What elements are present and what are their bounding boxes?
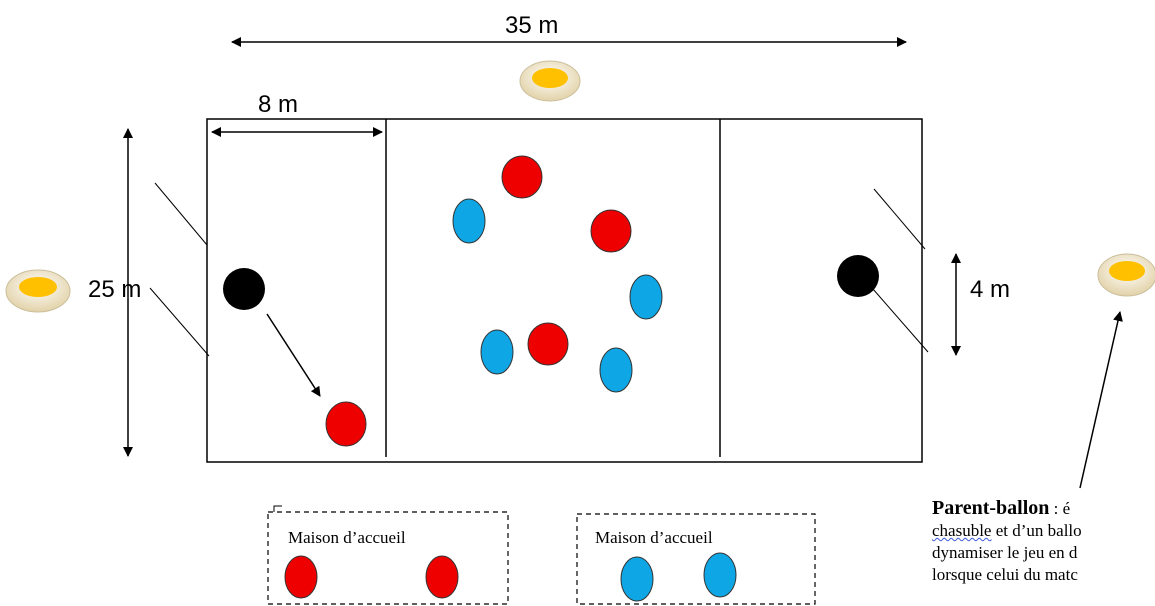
left-goal-post-top	[155, 183, 207, 245]
section-label: 8 m	[258, 91, 298, 118]
cone-disc-right	[1098, 254, 1155, 296]
height-label: 25 m	[88, 276, 141, 303]
red-player	[285, 556, 317, 598]
chase-arrow	[267, 314, 320, 396]
right-goal-post-bottom	[866, 281, 928, 352]
host-house-label: Maison d’accueil	[288, 528, 406, 547]
left-goal-post-bottom	[150, 288, 209, 356]
right-goal-post-top	[874, 189, 925, 249]
blue-player	[600, 348, 632, 392]
parent-ballon-arrow	[1080, 312, 1120, 488]
note-line-2-rest: et d’un ballo	[991, 521, 1081, 540]
note-line-1: Parent-ballon : é	[932, 497, 1155, 520]
note-line-2: chasuble et d’un ballo	[932, 520, 1155, 542]
blue-player	[704, 553, 736, 597]
cone-disc-left	[6, 270, 70, 312]
red-player	[528, 323, 568, 365]
note-line-3: dynamiser le jeu en d	[932, 542, 1155, 564]
red-player	[326, 402, 366, 446]
red-player	[591, 210, 631, 252]
blue-player	[481, 330, 513, 374]
blue-player	[630, 275, 662, 319]
blue-player	[621, 557, 653, 601]
note-title: Parent-ballon	[932, 497, 1049, 519]
host-house-blue: Maison d’accueil	[577, 514, 815, 604]
field-outline	[207, 119, 922, 462]
width-label: 35 m	[505, 12, 558, 39]
goal-label: 4 m	[970, 276, 1010, 303]
red-player	[426, 556, 458, 598]
red-player	[502, 156, 542, 198]
host-house-red: Maison d’accueil	[268, 506, 508, 604]
note-word-chasuble: chasuble	[932, 521, 991, 540]
cone-disc-top	[520, 61, 580, 101]
parent-ballon-note: Parent-ballon : é chasuble et d’un ballo…	[932, 497, 1155, 586]
host-house-label: Maison d’accueil	[595, 528, 713, 547]
note-line-1-rest: : é	[1049, 499, 1070, 518]
blue-player	[453, 199, 485, 243]
right-chaser-player	[837, 255, 879, 297]
left-chaser-player	[223, 268, 265, 310]
note-line-4: lorsque celui du matc	[932, 564, 1155, 586]
